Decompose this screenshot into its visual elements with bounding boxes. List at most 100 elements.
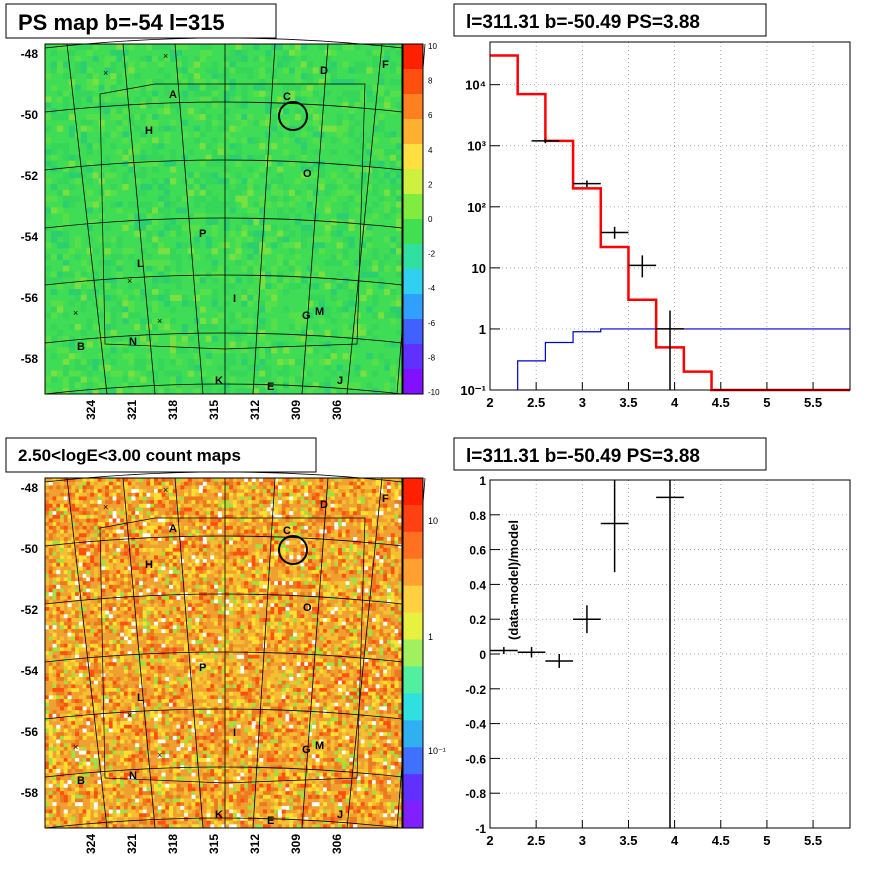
source-label-p: P xyxy=(199,662,206,674)
latitude-line xyxy=(44,651,403,663)
longitude-line xyxy=(252,43,276,395)
background-step-line xyxy=(517,328,850,390)
colorbar-tick: 0 xyxy=(428,215,433,224)
colorbar-tick: 10⁻¹ xyxy=(428,746,446,756)
latitude-line xyxy=(44,593,403,605)
source-label-l: L xyxy=(137,258,144,270)
spectrum-panel: 2 2.5 3 3.5 4 4.5 5 5.5 10⁻¹ 1 10 10² 10³ 10⁴ xyxy=(460,41,851,410)
residual-x-tick: 3 xyxy=(579,833,586,848)
latitude-line xyxy=(44,383,403,395)
source-label-j: J xyxy=(337,809,343,821)
residual-x-tick: 4.5 xyxy=(712,833,730,848)
map-x-tick: 309 xyxy=(289,834,303,854)
source-label-k: K xyxy=(215,809,223,821)
count-map-pixels xyxy=(45,478,403,829)
spectrum-y-tick: 10³ xyxy=(467,139,486,154)
map-y-tick: -58 xyxy=(21,786,39,800)
residual-x-tick: 2 xyxy=(486,833,493,848)
map-y-tick: -52 xyxy=(21,169,39,183)
source-label-m: M xyxy=(315,740,324,752)
x-marker: × xyxy=(103,68,108,78)
count-map-grid xyxy=(44,471,426,829)
colorbar-tick: -2 xyxy=(428,250,436,259)
x-marker: × xyxy=(163,485,168,495)
residual-y-tick: 1 xyxy=(479,474,486,488)
spectrum-data-point xyxy=(600,226,629,239)
map-x-tick: 318 xyxy=(166,834,180,854)
count-map-panel: × × × × × D F A C H O P L I G M B N K E J -48 -50 -52 -54 -56 -58 3… xyxy=(21,471,446,854)
source-label-b: B xyxy=(77,775,85,787)
source-label-h: H xyxy=(145,125,153,137)
spectrum-x-tick: 2.5 xyxy=(527,395,545,410)
source-label-d: D xyxy=(320,65,328,77)
spectrum-x-tick: 3 xyxy=(579,395,586,410)
source-label-d: D xyxy=(320,499,328,511)
map-x-tick: 306 xyxy=(330,400,344,420)
latitude-line xyxy=(44,766,403,778)
spectrum-y-tick: 10⁴ xyxy=(465,78,486,93)
residual-panel: 2 2.5 3 3.5 4 4.5 5 5.5 -1 -0.8 -0.6 -0.4 -0.2 0 0.2 0.… xyxy=(465,474,851,848)
source-label-f: F xyxy=(382,59,389,71)
latitude-line xyxy=(44,535,403,547)
latitude-line xyxy=(44,471,403,483)
colorbar-tick: -10 xyxy=(428,388,440,397)
map-y-tick: -56 xyxy=(21,291,39,305)
map-y-tick: -54 xyxy=(21,230,39,244)
latitude-line xyxy=(44,159,403,171)
x-marker: × xyxy=(157,750,162,760)
source-label-f: F xyxy=(382,493,389,505)
source-label-g: G xyxy=(302,310,311,322)
count-colorbar: 10 1 10⁻¹ xyxy=(402,477,446,829)
map-x-tick: 306 xyxy=(330,834,344,854)
residual-y-tick: -0.4 xyxy=(465,718,486,732)
map-x-tick: 312 xyxy=(248,400,262,420)
colorbar-tick: -4 xyxy=(428,284,436,293)
source-label-n: N xyxy=(129,336,137,348)
spectrum-x-tick: 2 xyxy=(486,395,493,410)
longitude-line xyxy=(66,477,108,829)
latitude-line xyxy=(44,37,403,49)
source-label-m: M xyxy=(315,306,324,318)
residual-x-tick: 5 xyxy=(763,833,770,848)
spectrum-data-point xyxy=(531,138,560,144)
source-label-e: E xyxy=(267,381,274,393)
residual-y-tick: 0.2 xyxy=(469,613,486,627)
source-label-i: I xyxy=(233,727,236,739)
latitude-line xyxy=(44,274,403,286)
source-label-h: H xyxy=(145,559,153,571)
colorbar-tick: 2 xyxy=(428,180,433,189)
map-x-tick: 315 xyxy=(207,400,221,420)
residual-y-tick: 0.4 xyxy=(469,578,486,592)
x-marker: × xyxy=(73,308,78,318)
residual-y-label: (data-model)/model xyxy=(506,520,521,640)
spectrum-x-tick: 4 xyxy=(671,395,679,410)
residual-data-point xyxy=(545,654,574,668)
x-marker: × xyxy=(127,710,132,720)
spectrum-data-point xyxy=(573,180,601,188)
count-map-title: 2.50<logE<3.00 count maps xyxy=(18,446,241,465)
longitude-line xyxy=(346,477,383,829)
spectrum-x-tick: 3.5 xyxy=(619,395,637,410)
colorbar-tick: 10 xyxy=(428,516,438,526)
roi-outline xyxy=(99,83,366,350)
source-label-j: J xyxy=(337,375,343,387)
residual-y-tick: -0.2 xyxy=(465,683,486,697)
x-marker: × xyxy=(127,276,132,286)
latitude-line xyxy=(44,708,403,720)
residual-y-tick: -0.6 xyxy=(465,752,486,766)
source-circle xyxy=(278,101,308,131)
map-frame xyxy=(44,477,403,829)
residual-x-tick: 3.5 xyxy=(619,833,637,848)
source-label-l: L xyxy=(137,692,144,704)
ps-map-title: PS map b=-54 l=315 xyxy=(18,10,225,35)
residual-title: l=311.31 b=-50.49 PS=3.88 xyxy=(466,446,700,467)
residual-y-tick: 0.6 xyxy=(469,544,486,558)
source-circle xyxy=(278,535,308,565)
longitude-line xyxy=(122,477,156,829)
longitude-line xyxy=(174,477,204,829)
source-label-o: O xyxy=(303,168,312,180)
map-x-tick: 324 xyxy=(84,834,98,854)
longitude-line xyxy=(252,477,276,829)
